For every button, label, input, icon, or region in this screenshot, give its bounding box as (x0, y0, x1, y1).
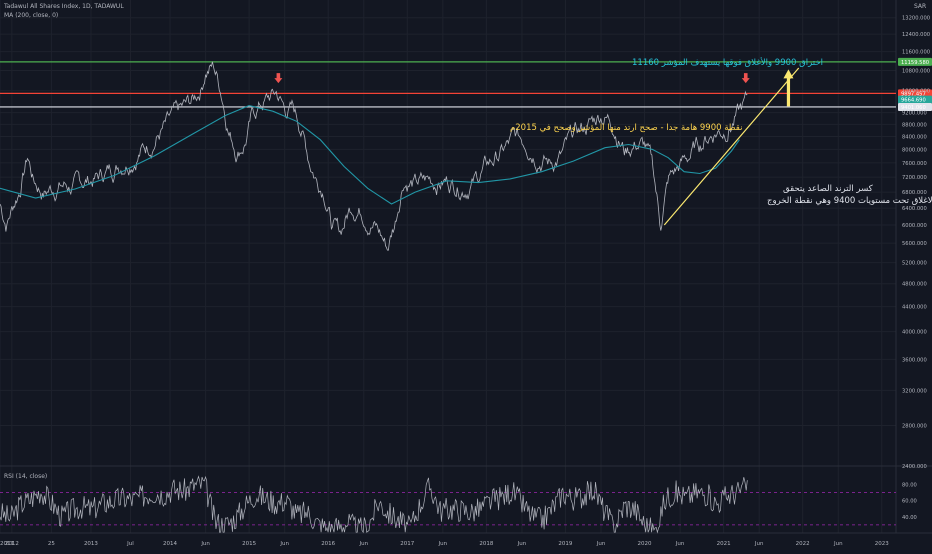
y-tick-label: 2800.000 (902, 423, 927, 429)
x-tick-label: 2018 (479, 541, 493, 547)
y-tick-label: 4400.000 (902, 305, 927, 311)
ma-line (0, 105, 740, 205)
trendline (663, 67, 800, 226)
x-tick-label: Jun (517, 541, 527, 547)
x-tick-label: Jun (200, 541, 210, 547)
x-tick-label: 2011 (0, 541, 14, 547)
grid (0, 0, 932, 534)
rsi-line (0, 475, 748, 534)
level-tag-label: 9401.060 (901, 105, 926, 111)
y-tick-label: 8800.000 (902, 122, 927, 128)
price-line (0, 61, 748, 251)
rsi-pane (0, 475, 896, 534)
level-tag (898, 102, 932, 111)
y-tick-label: 13200.000 (902, 16, 930, 22)
x-tick-label: Jun (754, 541, 764, 547)
ma-legend: MA (200, close, 0) (4, 12, 59, 19)
annotation-marks (274, 69, 794, 107)
series-layer (0, 61, 800, 251)
y-tick-label: 3600.000 (902, 357, 927, 363)
y-tick-label: 10800.000 (902, 68, 930, 74)
rsi-tick-label: 40.00 (902, 515, 917, 521)
y-tick-label: 9200.000 (902, 111, 927, 117)
level-tag-label: 9664.690 (901, 98, 926, 104)
currency-label: SAR (914, 3, 927, 10)
level-annotation: نقطة 9900 هامة جدا - صحح ارتد منها المؤش… (510, 123, 743, 133)
rsi-tick-label: 60.00 (902, 499, 917, 505)
rsi-tick-label: 80.00 (902, 482, 917, 488)
level-tag (898, 57, 932, 66)
x-tick-label: 25 (48, 541, 55, 547)
x-tick-label: Jun (438, 541, 448, 547)
down-arrow (274, 73, 283, 84)
level-tag-label: 11159.580 (901, 60, 929, 66)
x-tick-label: 2020 (638, 541, 652, 547)
x-tick-label: 2022 (796, 541, 810, 547)
y-tick-label: 4800.000 (902, 282, 927, 288)
x-tick-label: 2015 (242, 541, 256, 547)
symbol-title: Tadawul All Shares Index, 1D, TADAWUL (4, 3, 124, 10)
x-tick-label: Jun (675, 541, 685, 547)
y-tick-label: 8000.000 (902, 147, 927, 153)
x-tick-label: 2017 (400, 541, 414, 547)
x-tick-label: 2013 (84, 541, 98, 547)
y-tick-label: 7600.000 (902, 161, 927, 167)
x-tick-label: Jun (596, 541, 606, 547)
y-tick-label: 6800.000 (902, 190, 927, 196)
up-arrow (783, 69, 794, 107)
trend-annotation-line2: بالاغلاق تحت مستويات 9400 وهي نقطة الخرو… (767, 196, 932, 206)
y-tick-label: 8400.000 (902, 135, 927, 141)
y-tick-label: 10000.000 (902, 89, 930, 95)
breakout-annotation: اختراق 9900 والأغلاق فوقها يستهدف المؤشر… (632, 58, 823, 68)
rsi-legend: RSI (14, close) (4, 473, 48, 480)
x-tick-label: 2014 (163, 541, 177, 547)
level-tag-label: 9897.457 (901, 91, 926, 97)
y-tick-label: 3200.000 (902, 388, 927, 394)
y-tick-label: 5200.000 (902, 261, 927, 267)
x-tick-label: Jun (279, 541, 289, 547)
x-tick-label: 2019 (558, 541, 572, 547)
y-tick-label: 11600.000 (902, 50, 930, 56)
y-tick-label: 4000.000 (902, 330, 927, 336)
down-arrow (741, 73, 750, 84)
x-tick-label: 2021 (717, 541, 731, 547)
y-tick-label: 6000.000 (902, 223, 927, 229)
level-tag (898, 95, 932, 104)
y-tick-label: 2400.000 (902, 464, 927, 470)
y-tick-label: 12400.000 (902, 32, 930, 38)
y-tick-label: 6400.000 (902, 206, 927, 212)
y-tick-label: 5600.000 (902, 241, 927, 247)
y-tick-label: 7200.000 (902, 175, 927, 181)
price-axis: 2400.000 2800.000 3200.000 3600.000 4000.000… (902, 16, 930, 521)
x-tick-label: 2023 (875, 541, 889, 547)
x-tick-label: Jun (833, 541, 843, 547)
x-tick-label: 2012 (5, 541, 19, 547)
x-tick-label: Jul (126, 541, 134, 547)
level-tag (898, 89, 932, 98)
x-tick-label: Jun (358, 541, 368, 547)
trend-annotation-line1: كسر الترند الصاعد يتحقق (783, 184, 873, 194)
x-tick-label: 2016 (321, 541, 335, 547)
